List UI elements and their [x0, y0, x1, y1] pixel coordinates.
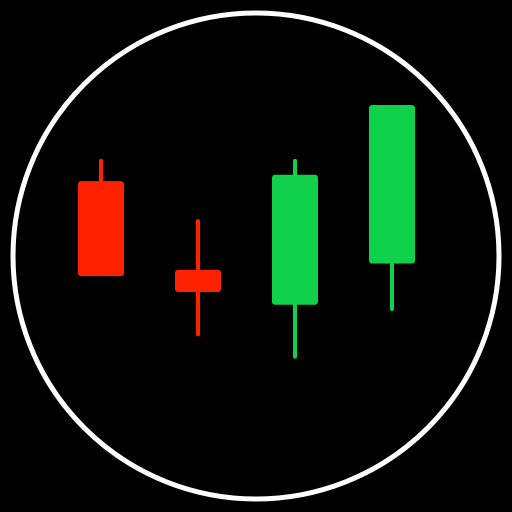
- candle-body-3: [272, 174, 318, 305]
- candles-group: [78, 105, 415, 359]
- candle-body-4: [369, 105, 415, 264]
- candle-body-1: [78, 181, 124, 277]
- ring-outline: [10, 10, 502, 502]
- candle-body-2: [175, 269, 221, 293]
